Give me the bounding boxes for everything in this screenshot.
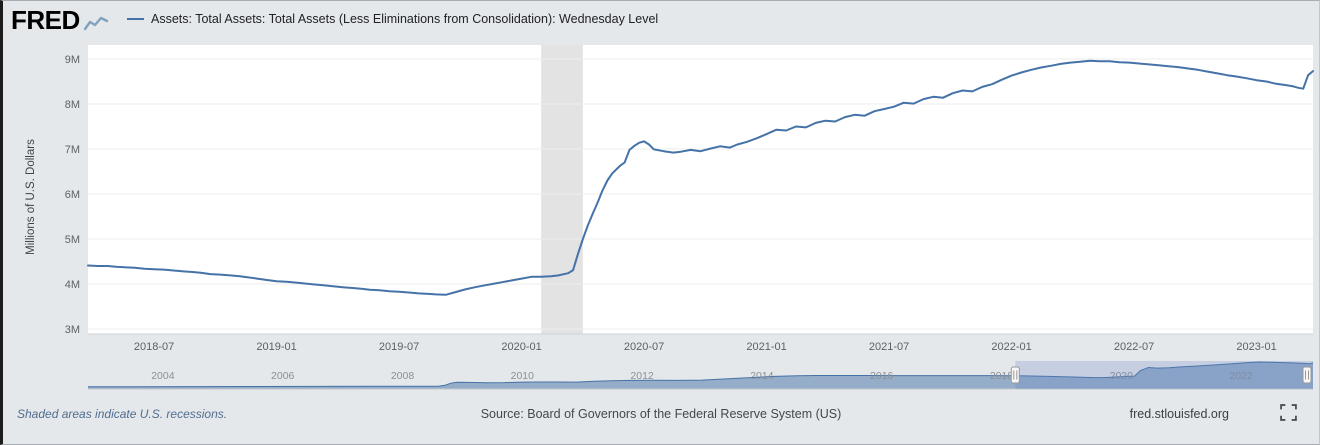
navigator-year-label: 2004 [151, 370, 175, 382]
navigator-selected-range[interactable] [1015, 361, 1313, 389]
fred-logo-sparkline-icon [83, 16, 108, 30]
navigator-year-label: 2022 [1229, 370, 1253, 382]
recession-band [541, 45, 583, 334]
navigator-year-label: 2008 [391, 370, 415, 382]
source-note: Source: Board of Governors of the Federa… [480, 407, 842, 421]
y-tick-label: 4M [65, 279, 80, 291]
y-tick-label: 6M [65, 189, 80, 201]
series-legend: Assets: Total Assets: Total Assets (Less… [127, 12, 658, 26]
fred-logo[interactable]: FRED [11, 5, 109, 36]
navigator-area[interactable] [88, 362, 1313, 389]
x-tick-label: 2020-01 [501, 341, 541, 353]
y-tick-label: 9M [65, 54, 80, 66]
chart-header: FRED Assets: Total Assets: Total Assets … [3, 1, 1319, 37]
recessions-note: Shaded areas indicate U.S. recessions. [17, 407, 228, 421]
legend-line-swatch [127, 18, 144, 20]
navigator-handle-left[interactable] [1010, 366, 1020, 384]
y-tick-label: 3M [65, 324, 80, 336]
x-tick-label: 2019-07 [379, 341, 419, 353]
x-tick-label: 2018-07 [134, 341, 174, 353]
navigator-year-label: 2012 [630, 370, 654, 382]
x-tick-label: 2020-07 [624, 341, 664, 353]
y-tick-label: 8M [65, 99, 80, 111]
series-line [87, 59, 1314, 296]
navigator-year-label: 2006 [271, 370, 295, 382]
navigator-handle-right[interactable] [1302, 366, 1312, 384]
x-tick-label: 2022-01 [991, 341, 1031, 353]
site-link[interactable]: fred.stlouisfed.org [1129, 407, 1229, 421]
navigator-year-label: 2014 [750, 370, 774, 382]
y-tick-label: 5M [65, 234, 80, 246]
legend-label: Assets: Total Assets: Total Assets (Less… [151, 12, 659, 26]
navigator[interactable]: 2004 2006 2008 2010 2012 2014 2016 2018 2020 2022 [3, 357, 1320, 397]
x-tick-label: 2021-01 [746, 341, 786, 353]
main-chart[interactable]: 3M 4M 5M 6M 7M 8M 9M 2018-07 2019-01 2019-07 2020-… [3, 37, 1320, 355]
navigator-year-label: 2010 [511, 370, 535, 382]
navigator-line [88, 361, 1314, 388]
y-tick-label: 7M [65, 144, 80, 156]
fred-logo-text: FRED [11, 5, 80, 35]
plot-area[interactable] [88, 45, 1313, 334]
x-tick-label: 2021-07 [869, 341, 909, 353]
x-tick-label: 2019-01 [256, 341, 296, 353]
fullscreen-icon [1280, 404, 1297, 421]
chart-footer: Shaded areas indicate U.S. recessions. S… [3, 399, 1319, 444]
navigator-year-label: 2018 [990, 370, 1014, 382]
navigator-year-label: 2020 [1110, 370, 1134, 382]
x-tick-label: 2022-07 [1114, 341, 1154, 353]
x-tick-label: 2023-01 [1236, 341, 1276, 353]
navigator-year-label: 2016 [870, 370, 894, 382]
fullscreen-button[interactable] [1280, 404, 1297, 421]
